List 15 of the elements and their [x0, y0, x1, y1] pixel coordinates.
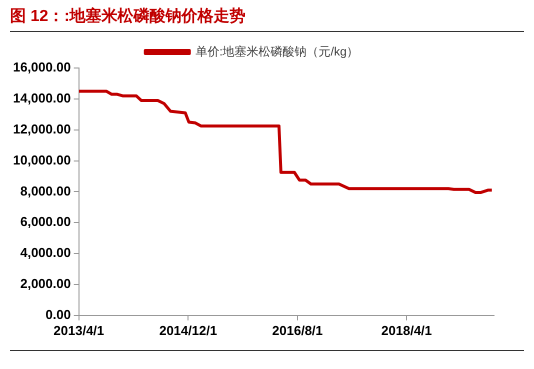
legend-label: 单价:地塞米松磷酸钠（元/kg） — [195, 44, 359, 58]
y-tick-label: 0.00 — [46, 306, 71, 322]
y-tick-label: 12,000.00 — [12, 121, 71, 136]
x-tick-label: 2016/8/1 — [272, 322, 323, 338]
y-tick-label: 6,000.00 — [20, 214, 71, 230]
y-tick-label: 2,000.00 — [20, 276, 71, 292]
x-tick-label: 2013/4/1 — [54, 322, 104, 338]
y-tick-label: 8,000.00 — [20, 183, 71, 198]
chart-title: 图 12：:地塞米松磷酸钠价格走势 — [10, 6, 524, 32]
y-tick-label: 16,000.00 — [12, 60, 71, 75]
x-tick-label: 2014/12/1 — [159, 322, 218, 338]
y-tick-label: 10,000.00 — [12, 152, 71, 168]
y-tick-label: 4,000.00 — [20, 245, 71, 260]
x-tick-label: 2018/4/1 — [381, 322, 432, 338]
y-tick-label: 14,000.00 — [12, 90, 71, 106]
